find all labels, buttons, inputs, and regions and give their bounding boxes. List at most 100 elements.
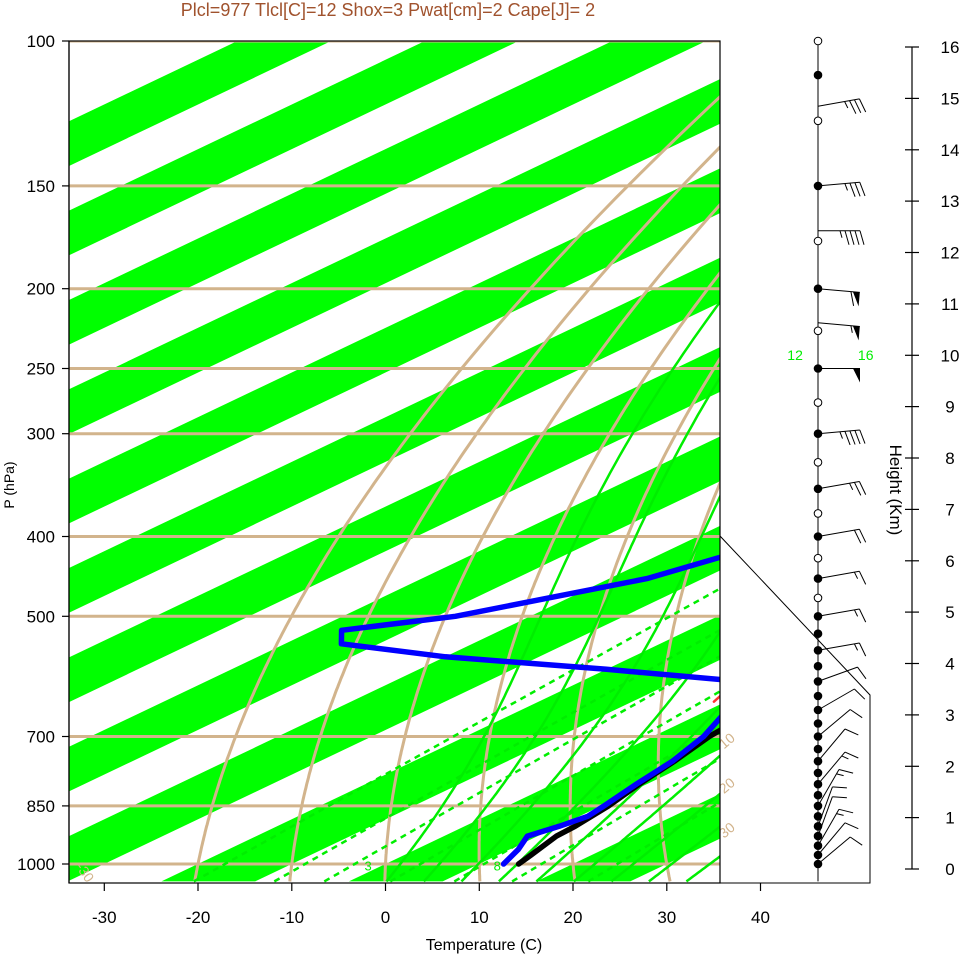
wind-full-barb (859, 429, 866, 444)
wind-full-barb (858, 528, 867, 543)
wind-barb (817, 608, 860, 617)
temperature-tick-label: -20 (186, 908, 211, 927)
wind-full-barb (857, 666, 867, 680)
height-axis-title: Height (Km) (886, 445, 905, 536)
isotherm-band (69, 525, 720, 881)
height-marker (813, 661, 823, 671)
dry-adiabat (193, 94, 720, 882)
isotherm-band (69, 41, 332, 166)
wind-barb (817, 322, 860, 327)
wind-full-barb (858, 98, 867, 113)
dry-adiabat (656, 479, 720, 882)
wind-full-barb (844, 431, 851, 446)
wind-barb (817, 809, 840, 846)
wind-barb (817, 98, 860, 107)
mixing-ratio-line (389, 689, 720, 883)
wind-barb (817, 728, 846, 762)
isotherm-band (69, 41, 519, 256)
wind-barb (817, 822, 846, 856)
wind-full-barb (844, 751, 859, 759)
y-axis-title: P (hPa) (1, 461, 17, 508)
right-panel-frame (719, 41, 871, 884)
wind-flag (852, 291, 860, 307)
wind-full-barb (858, 571, 867, 585)
height-tick-label: 12 (941, 244, 960, 263)
wind-full-barb (859, 230, 865, 245)
temperature-tick-label: 0 (381, 908, 390, 927)
wind-half-barb (853, 571, 859, 579)
height-marker (813, 509, 823, 518)
height-tick-label: 2 (945, 757, 954, 776)
wind-barb (817, 642, 860, 651)
wind-full-barb (849, 100, 857, 114)
wind-half-barb (839, 431, 843, 439)
wind-barb (817, 796, 833, 837)
wind-half-barb (853, 609, 859, 617)
height-marker (813, 790, 823, 800)
moist-adiabat (535, 705, 720, 883)
height-marker (813, 553, 823, 563)
height-tick-label: 13 (941, 192, 960, 211)
wind-full-barb (854, 430, 861, 445)
height-tick-label: 0 (945, 860, 954, 879)
wind-full-barb (858, 642, 867, 657)
dry-adiabat (744, 23, 961, 882)
mixing-ratio-line (273, 628, 720, 883)
wind-half-barb (836, 813, 844, 816)
isotherm-band (69, 257, 720, 613)
wind-full-barb (838, 808, 854, 814)
chart-title: Plcl=977 Tlcl[C]=12 Shox=3 Pwat[cm]=2 Ca… (181, 0, 595, 20)
wind-barb (817, 481, 860, 490)
dry-adiabat-lines (193, 23, 961, 882)
wind-full-barb (832, 786, 847, 789)
temperature-tick-label: 40 (751, 908, 770, 927)
height-marker (813, 236, 823, 246)
wind-full-barb (849, 836, 863, 846)
isotherm-band (69, 347, 720, 703)
height-marker (813, 593, 823, 603)
wind-full-barb (858, 481, 867, 495)
wind-full-barb (832, 796, 847, 799)
wind-barb (817, 570, 860, 580)
wind-barb (817, 528, 860, 537)
wind-flag (852, 325, 860, 341)
wind-full-barb (858, 608, 867, 623)
wind-barb (817, 666, 858, 682)
pressure-tick-label: 400 (27, 528, 55, 547)
height-tick-label: 8 (945, 449, 954, 468)
mixing-ratio-label: 3 (364, 859, 371, 874)
moist-adiabat (422, 375, 720, 883)
pressure-axis: 100 150 200 250 300 400 500 700 850 1000 (17, 32, 70, 883)
temperature-tick-label: -10 (280, 908, 305, 927)
height-marker (813, 326, 823, 336)
wind-full-barb (849, 430, 856, 445)
height-marker (813, 116, 823, 126)
isotherm-band (69, 41, 707, 345)
wind-half-barb (849, 482, 854, 491)
wind-flag (853, 368, 860, 383)
wind-full-barb (853, 482, 862, 496)
dry-adiabat (383, 202, 720, 882)
moist-adiabat (648, 825, 720, 883)
wind-barb (817, 709, 851, 737)
temperature-axis: -30 -20 -10 0 10 20 30 40 (92, 883, 770, 927)
wind-half-barb (850, 325, 853, 333)
wind-full-barb (850, 291, 855, 306)
height-marker (813, 70, 823, 80)
pressure-tick-label: 150 (27, 177, 55, 196)
wind-height-panel (813, 36, 867, 882)
wind-barb (817, 181, 860, 187)
moist-adiabat-label: 16 (858, 347, 874, 363)
sounding-profiles (338, 554, 720, 867)
wind-full-barb (844, 822, 859, 830)
wind-full-barb (849, 230, 855, 245)
temperature-tick-label: -30 (92, 908, 117, 927)
pressure-tick-label: 850 (27, 797, 55, 816)
wind-full-barb (854, 688, 866, 700)
wind-barb (817, 836, 851, 865)
pressure-tick-label: 500 (27, 607, 55, 626)
dry-adiabat (288, 144, 720, 882)
